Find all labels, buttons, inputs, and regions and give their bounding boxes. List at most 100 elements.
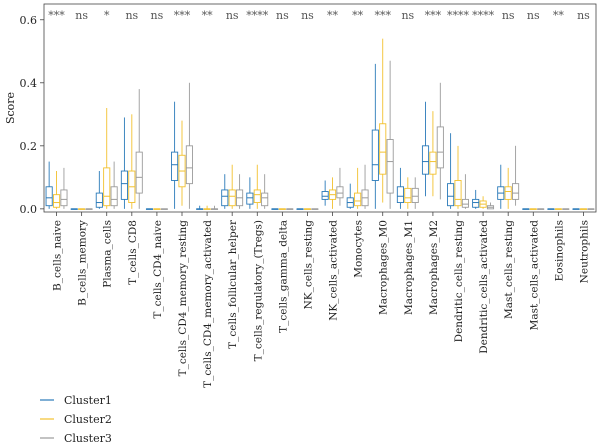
significance-label: ns: [75, 9, 88, 22]
box-cluster2: [379, 123, 387, 175]
box-cluster1: [171, 151, 179, 181]
box-cluster2: [103, 167, 111, 207]
box-cluster2: [228, 189, 236, 207]
box-cluster2: [454, 180, 462, 207]
box-cluster1: [472, 198, 480, 208]
significance-label: ***: [174, 9, 191, 22]
box-group-b-cells-memory: [70, 208, 93, 210]
x-tick-label: Monocytes: [353, 220, 365, 278]
significance-label: ns: [502, 9, 515, 22]
legend-label: Cluster2: [64, 413, 112, 426]
legend-label: Cluster3: [64, 432, 112, 445]
legend: Cluster1 Cluster2 Cluster3: [40, 394, 112, 445]
plot-frame: [43, 3, 597, 213]
x-tick-label: Mast_cells_activated: [528, 220, 540, 331]
y-axis: 0.0 0.2 0.4 0.6: [20, 14, 44, 216]
x-tick-label: T_cells_gamma_delta: [277, 220, 289, 333]
x-tick-label: T_cells_CD4_memory_activated: [202, 220, 214, 388]
significance-label: ****: [447, 9, 470, 22]
box-cluster2: [354, 192, 362, 207]
box-cluster3: [386, 139, 394, 194]
significance-label: *: [104, 9, 110, 22]
box-group-eosinophils: [547, 208, 570, 210]
x-tick-label: Macrophages_M0: [378, 220, 390, 315]
significance-label: ns: [301, 9, 314, 22]
box-cluster1: [95, 192, 103, 208]
significance-label: ns: [527, 9, 540, 22]
box-cluster2: [404, 187, 412, 203]
box-cluster1: [371, 129, 379, 181]
x-tick-label: Eosinophils: [553, 220, 565, 281]
significance-label: **: [352, 9, 364, 22]
box-group-nk-cells-resting: [296, 208, 319, 210]
x-tick-label: T_cells_CD4_memory_resting: [177, 220, 189, 377]
box-cluster3: [336, 186, 344, 199]
box-cluster2: [429, 151, 437, 175]
box-cluster2: [52, 194, 61, 208]
box-cluster1: [421, 145, 430, 175]
box-group-t-cells-regulatory-tregs-: [246, 164, 269, 209]
box-group-t-cells-cd8: [120, 89, 143, 209]
significance-label: ns: [401, 9, 414, 22]
box-group-t-cells-cd4-naive: [145, 208, 168, 210]
box-group-b-cells-naive: [45, 161, 68, 209]
significance-label: ***: [374, 9, 391, 22]
box-cluster1: [246, 192, 254, 205]
x-tick-label: B_cells_naive: [52, 220, 64, 291]
x-axis: B_cells_naive B_cells_memory Plasma_cells T…: [52, 212, 590, 388]
box-cluster3: [60, 189, 68, 207]
x-tick-label: Macrophages_M1: [403, 220, 415, 315]
box-cluster3: [185, 145, 193, 185]
x-tick-label: NK_cells_activated: [328, 220, 340, 321]
x-tick-label: T_cells_CD4_naive: [152, 220, 164, 319]
box-group-mast-cells-activated: [522, 208, 545, 210]
box-cluster1: [45, 186, 53, 207]
x-tick-label: Neutrophils: [578, 220, 590, 283]
box-cluster3: [110, 186, 118, 207]
y-tick-label: 0.4: [20, 77, 38, 90]
x-tick-label: NK_cells_resting: [302, 220, 314, 310]
significance-label: ns: [125, 9, 138, 22]
box-group-t-cells-gamma-delta: [271, 208, 294, 210]
x-tick-label: T_cells_follicular_helper: [227, 219, 239, 349]
significance-label: **: [327, 9, 339, 22]
box-group-neutrophils: [572, 208, 595, 210]
significance-label: **: [553, 9, 565, 22]
box-cluster3: [261, 192, 269, 207]
box-cluster1: [396, 186, 404, 203]
box-cluster3: [436, 126, 444, 169]
significance-label: ns: [226, 9, 239, 22]
x-tick-label: T_cells_regulatory_(Tregs): [252, 220, 264, 361]
x-tick-label: Mast_cells_resting: [503, 220, 515, 319]
significance-label: ****: [246, 9, 269, 22]
plot-area: [43, 3, 597, 213]
significance-label: ***: [48, 9, 65, 22]
significance-label: ns: [276, 9, 289, 22]
x-tick-label: Dendritic_cells_activated: [478, 220, 490, 354]
box-group-macrophages-m1: [396, 167, 419, 209]
box-group-t-cells-cd4-memory-activated: [196, 205, 219, 210]
significance-label: ns: [151, 9, 164, 22]
significance-label: ****: [472, 9, 495, 22]
box-cluster3: [461, 198, 469, 208]
x-tick-label: B_cells_memory: [77, 220, 89, 306]
box-cluster3: [135, 151, 143, 194]
box-group-dendritic-cells-resting: [447, 133, 469, 209]
box-cluster1: [447, 183, 455, 207]
box-group-nk-cells-activated: [321, 167, 344, 209]
x-tick-label: Macrophages_M2: [428, 220, 440, 315]
box-group-macrophages-m2: [421, 82, 444, 200]
significance-row: *** ns * ns ns *** ** ns **** ns ns ** ** *** ns *** ***…: [48, 9, 590, 22]
x-tick-label: Dendritic_cells_resting: [453, 220, 465, 343]
significance-label: ns: [577, 9, 590, 22]
box-group-monocytes: [346, 164, 369, 209]
box-cluster1: [321, 191, 329, 200]
box-group-t-cells-follicular-helper: [221, 164, 244, 209]
significance-label: **: [202, 9, 214, 22]
significance-label: ***: [425, 9, 442, 22]
legend-label: Cluster1: [64, 394, 112, 407]
box-cluster3: [512, 183, 520, 200]
x-tick-label: Plasma_cells: [102, 220, 114, 288]
box-group-dendritic-cells-activated: [472, 189, 495, 210]
